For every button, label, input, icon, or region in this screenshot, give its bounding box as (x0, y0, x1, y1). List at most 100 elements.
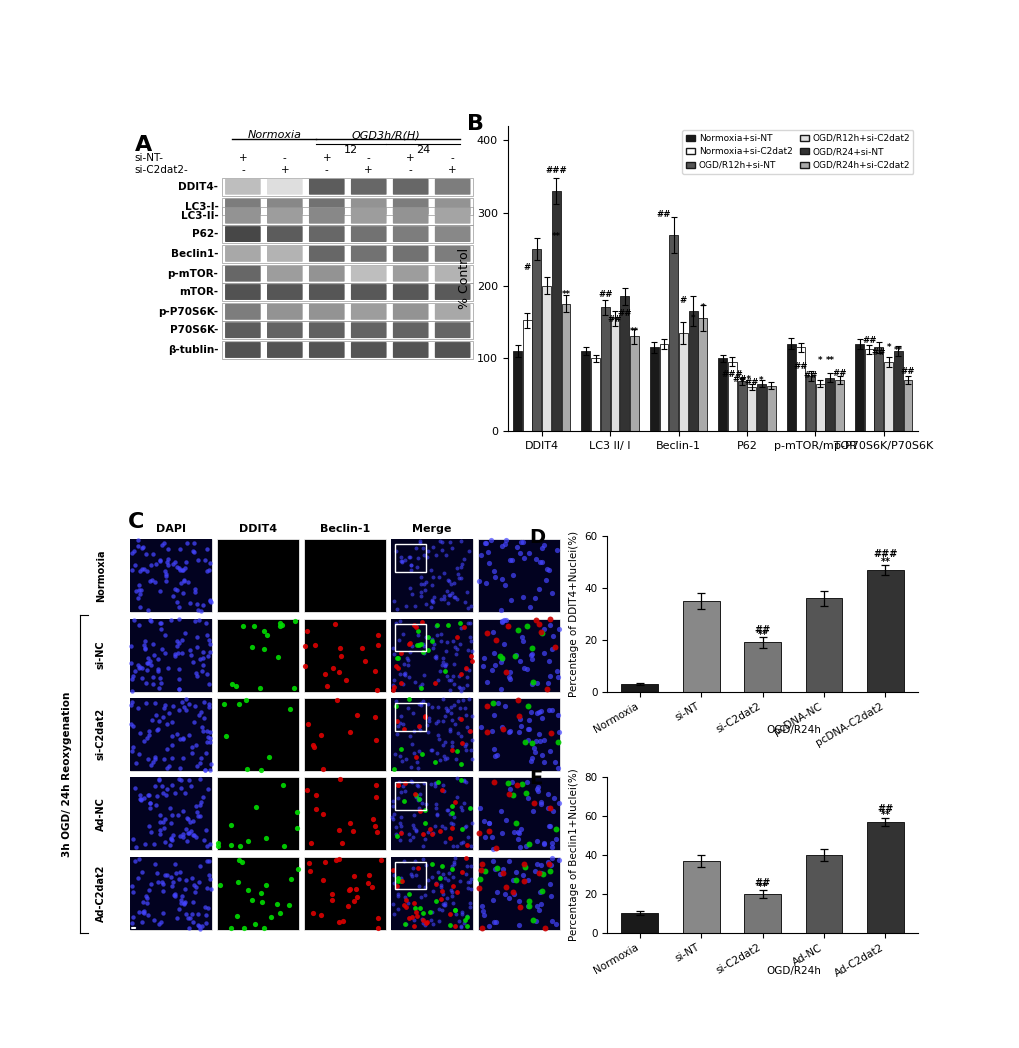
Point (185, 914, 202, 931)
Point (141, 881, 157, 898)
Point (448, 838, 465, 855)
Point (535, 835, 551, 852)
Point (185, 534, 202, 551)
Point (485, 645, 501, 661)
Point (535, 835, 551, 852)
Point (499, 618, 516, 635)
Point (165, 555, 181, 572)
Point (473, 546, 489, 563)
Point (354, 639, 370, 656)
Point (416, 575, 432, 592)
Point (145, 669, 161, 685)
Point (528, 856, 544, 873)
Point (186, 883, 203, 900)
Bar (216, 856, 299, 930)
Point (171, 730, 187, 747)
Point (174, 749, 191, 766)
Point (400, 886, 417, 902)
Point (174, 888, 191, 904)
Text: 24: 24 (416, 145, 430, 155)
Point (190, 905, 206, 922)
Point (288, 820, 305, 836)
Point (439, 749, 455, 766)
Point (150, 662, 166, 679)
Point (187, 798, 204, 814)
Point (330, 822, 346, 838)
Point (133, 561, 150, 577)
Point (315, 871, 331, 888)
Point (147, 749, 163, 766)
Point (446, 716, 463, 733)
Point (413, 695, 429, 712)
Point (410, 624, 426, 640)
Point (432, 879, 448, 896)
Point (419, 723, 435, 740)
Point (475, 902, 491, 919)
FancyBboxPatch shape (309, 266, 344, 282)
Point (497, 536, 514, 552)
Point (440, 572, 457, 589)
FancyBboxPatch shape (225, 322, 261, 339)
Point (418, 573, 434, 590)
Point (187, 664, 204, 681)
Point (132, 725, 149, 742)
Point (485, 853, 501, 870)
Point (199, 879, 215, 896)
Point (194, 917, 210, 934)
Point (483, 722, 499, 739)
Point (446, 793, 463, 810)
Point (449, 724, 466, 741)
Bar (304, 778, 386, 850)
Point (189, 669, 205, 685)
Point (493, 538, 510, 554)
Point (428, 650, 444, 667)
Point (486, 860, 502, 877)
FancyBboxPatch shape (351, 342, 386, 358)
Point (508, 539, 525, 555)
Text: +: + (238, 153, 247, 162)
Point (132, 563, 149, 580)
Point (434, 902, 450, 919)
Point (150, 720, 166, 737)
Point (130, 538, 147, 554)
Bar (129, 698, 212, 771)
Point (497, 576, 514, 593)
Point (464, 732, 480, 748)
Point (436, 657, 452, 674)
Point (412, 785, 428, 802)
Point (396, 916, 413, 933)
Point (484, 840, 500, 857)
Point (367, 663, 383, 680)
Point (520, 789, 536, 806)
Point (550, 723, 567, 740)
Point (195, 657, 211, 674)
Point (417, 708, 433, 725)
Point (181, 641, 198, 658)
Point (484, 828, 500, 845)
Point (170, 806, 186, 823)
Point (510, 892, 526, 909)
Point (400, 910, 417, 926)
Point (452, 532, 469, 549)
Point (530, 783, 546, 800)
Point (170, 680, 186, 697)
Point (201, 592, 217, 609)
Point (247, 916, 263, 933)
Point (329, 692, 345, 708)
Bar (394, 544, 426, 572)
Point (427, 795, 443, 812)
Point (143, 657, 159, 674)
Point (481, 814, 497, 831)
Point (416, 546, 432, 563)
Point (450, 709, 467, 726)
Point (199, 562, 215, 578)
Point (511, 544, 527, 561)
Point (155, 813, 171, 830)
Point (433, 533, 449, 550)
Point (274, 617, 290, 634)
Point (420, 709, 436, 726)
Bar (129, 778, 212, 850)
Point (534, 625, 550, 641)
Point (151, 713, 167, 729)
Point (429, 672, 445, 689)
